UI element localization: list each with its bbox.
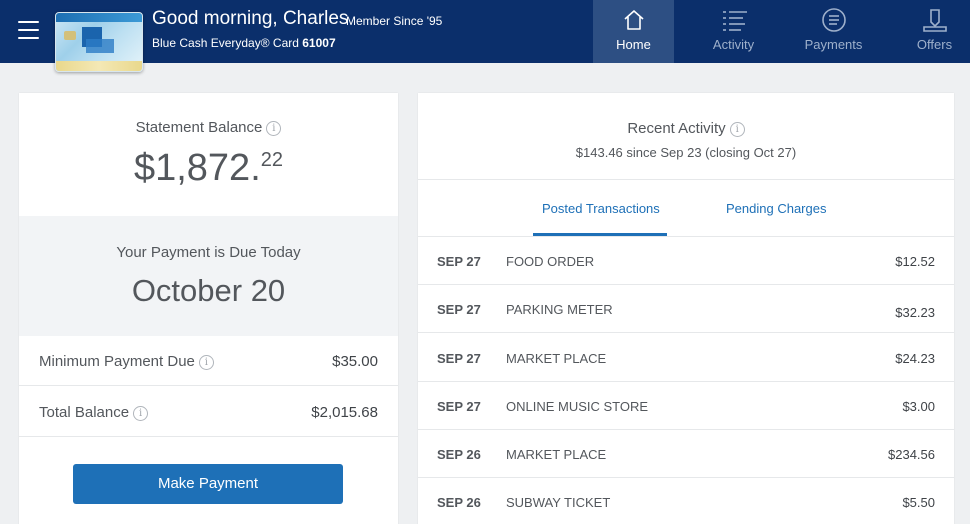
transaction-merchant: FOOD ORDER bbox=[506, 254, 595, 269]
home-icon bbox=[623, 10, 644, 30]
recent-activity-subtitle: $143.46 since Sep 23 (closing Oct 27) bbox=[575, 145, 797, 160]
transaction-amount: $12.52 bbox=[895, 254, 935, 269]
card-number: 61007 bbox=[302, 36, 336, 50]
payments-icon bbox=[821, 8, 846, 32]
total-balance-row: Total Balance i $2,015.68 bbox=[19, 387, 398, 437]
activity-list-icon bbox=[722, 11, 747, 31]
card-image[interactable] bbox=[55, 12, 143, 72]
nav-offers-label: Offers bbox=[916, 37, 953, 52]
transaction-row[interactable]: SEP 27 MARKET PLACE $24.23 bbox=[418, 334, 954, 382]
transaction-amount: $24.23 bbox=[895, 351, 935, 366]
menu-icon[interactable] bbox=[18, 21, 40, 39]
statement-balance-amount: $1,872.22 bbox=[133, 147, 284, 189]
transaction-amount: $5.50 bbox=[902, 495, 935, 510]
transaction-date: SEP 27 bbox=[437, 302, 481, 317]
nav-activity[interactable]: Activity bbox=[693, 0, 774, 63]
transaction-row[interactable]: SEP 27 PARKING METER $32.23 bbox=[418, 285, 954, 333]
info-icon[interactable]: i bbox=[198, 354, 214, 370]
member-since: Member Since '95 bbox=[346, 14, 443, 28]
transaction-amount: $32.23 bbox=[895, 305, 935, 320]
transaction-merchant: SUBWAY TICKET bbox=[506, 495, 611, 510]
payment-due-box: Your Payment is Due Today October 20 bbox=[19, 216, 398, 336]
transaction-amount: $3.00 bbox=[902, 399, 935, 414]
divider bbox=[418, 179, 954, 180]
transaction-amount: $234.56 bbox=[888, 447, 935, 462]
transaction-row[interactable]: SEP 27 ONLINE MUSIC STORE $3.00 bbox=[418, 382, 954, 430]
nav-offers[interactable]: Offers bbox=[894, 0, 970, 63]
transaction-date: SEP 27 bbox=[437, 254, 481, 269]
recent-activity-panel: Recent Activity i $143.46 since Sep 23 (c… bbox=[418, 93, 954, 524]
statement-panel: Statement Balance i $1,872.22 Your Paymen… bbox=[19, 93, 398, 524]
minimum-payment-label: Minimum Payment Due i bbox=[39, 353, 214, 370]
payment-due-label: Your Payment is Due Today bbox=[116, 244, 301, 261]
transaction-date: SEP 27 bbox=[437, 351, 481, 366]
transaction-merchant: PARKING METER bbox=[506, 302, 613, 317]
payment-due-date: October 20 bbox=[131, 273, 286, 308]
greeting: Good morning, Charles bbox=[152, 8, 349, 29]
transaction-row[interactable]: SEP 27 FOOD ORDER $12.52 bbox=[418, 237, 954, 285]
nav-home[interactable]: Home bbox=[593, 0, 674, 63]
info-icon[interactable]: i bbox=[266, 120, 282, 136]
transaction-date: SEP 27 bbox=[437, 399, 481, 414]
tab-pending-charges[interactable]: Pending Charges bbox=[726, 201, 827, 216]
info-icon[interactable]: i bbox=[729, 121, 745, 137]
divider bbox=[418, 236, 954, 237]
transaction-merchant: MARKET PLACE bbox=[506, 447, 607, 462]
nav-payments[interactable]: Payments bbox=[793, 0, 874, 63]
nav-home-label: Home bbox=[616, 37, 651, 52]
nav-activity-label: Activity bbox=[712, 37, 755, 52]
top-header: Good morning, Charles Member Since '95 B… bbox=[0, 0, 970, 72]
transaction-merchant: ONLINE MUSIC STORE bbox=[506, 399, 649, 414]
transaction-date: SEP 26 bbox=[437, 447, 481, 462]
make-payment-button[interactable]: Make Payment bbox=[73, 464, 343, 504]
transaction-row[interactable]: SEP 26 SUBWAY TICKET $5.50 bbox=[418, 478, 954, 524]
active-tab-indicator bbox=[533, 233, 667, 236]
info-icon[interactable]: i bbox=[133, 405, 149, 421]
recent-activity-title: Recent Activity i bbox=[418, 120, 954, 137]
offers-icon bbox=[922, 9, 947, 32]
minimum-payment-value: $35.00 bbox=[332, 353, 378, 370]
transaction-row[interactable]: SEP 26 MARKET PLACE $234.56 bbox=[418, 430, 954, 478]
total-balance-label: Total Balance i bbox=[39, 404, 149, 421]
nav-payments-label: Payments bbox=[804, 37, 863, 52]
minimum-payment-row: Minimum Payment Due i $35.00 bbox=[19, 336, 398, 386]
card-name: Blue Cash Everyday® Card 61007 bbox=[152, 36, 336, 50]
transaction-date: SEP 26 bbox=[437, 495, 481, 510]
statement-balance-cents: 22 bbox=[260, 149, 284, 171]
transaction-merchant: MARKET PLACE bbox=[506, 351, 607, 366]
tab-posted-transactions[interactable]: Posted Transactions bbox=[542, 201, 660, 216]
total-balance-value: $2,015.68 bbox=[311, 404, 378, 421]
statement-balance-label: Statement Balance i bbox=[19, 119, 398, 136]
